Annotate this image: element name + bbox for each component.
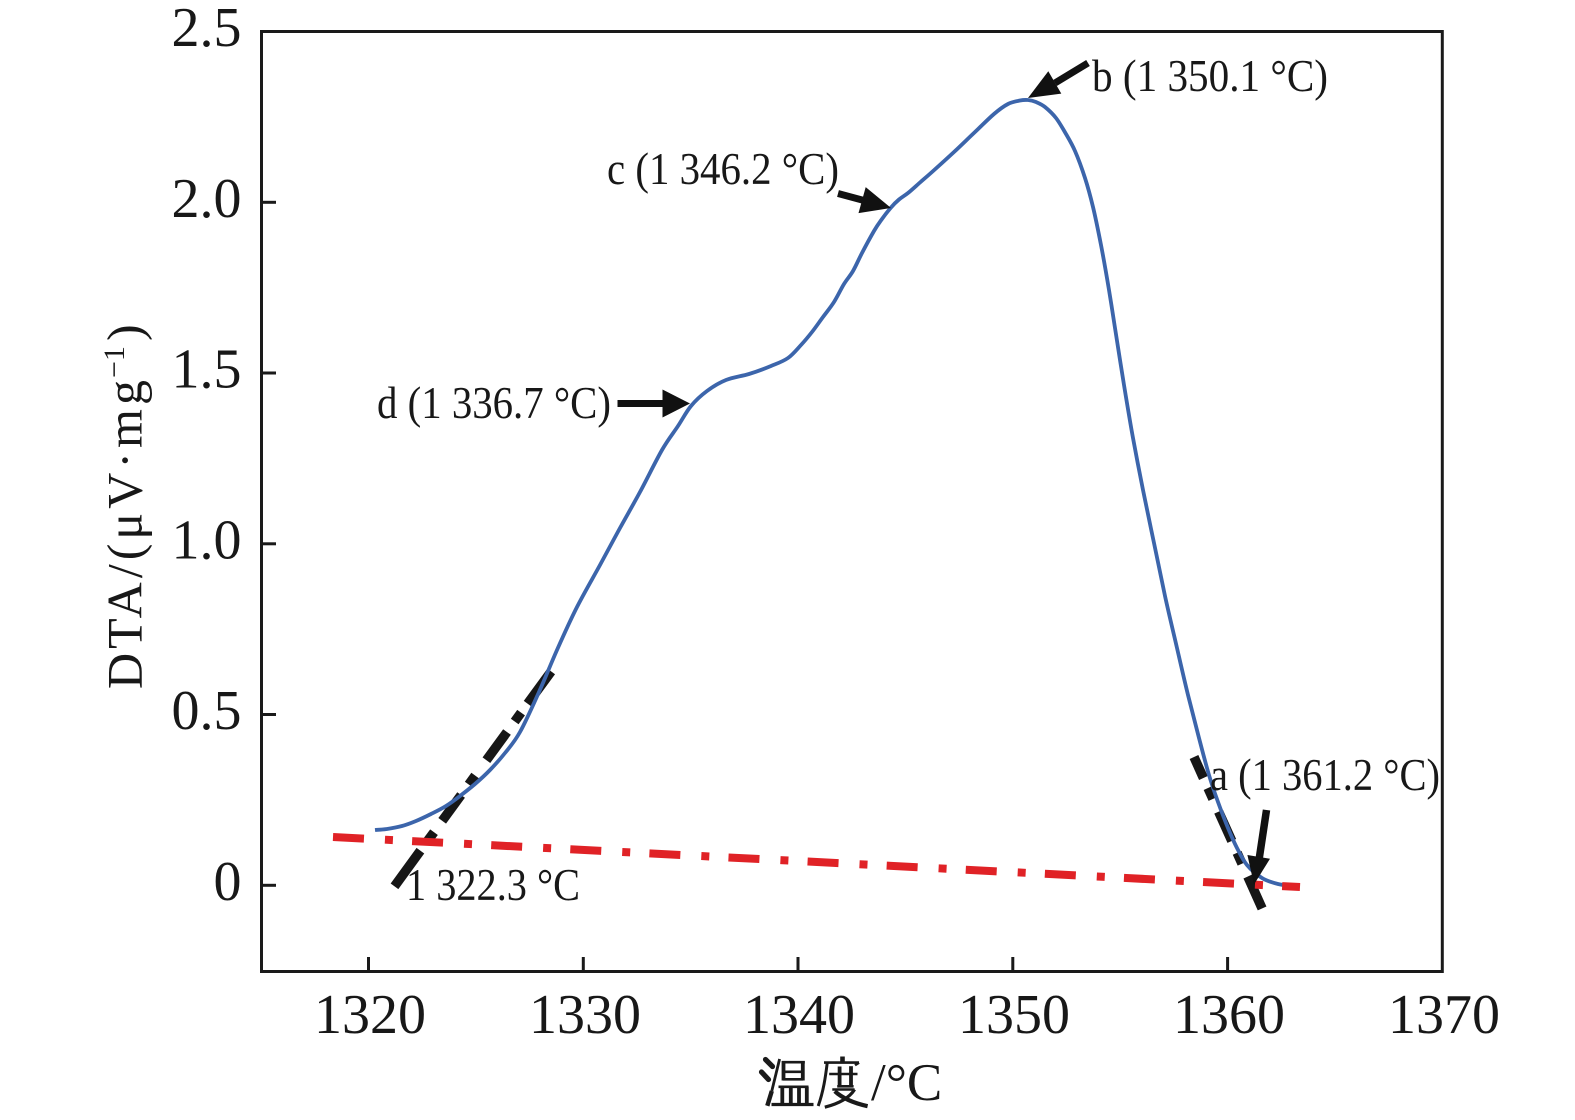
svg-text:2.5: 2.5 xyxy=(172,0,242,59)
svg-text:1370: 1370 xyxy=(1388,984,1500,1046)
svg-text:1.0: 1.0 xyxy=(172,510,242,572)
svg-text:1350: 1350 xyxy=(958,984,1070,1046)
svg-text:1320: 1320 xyxy=(314,984,426,1046)
svg-text:/°C: /°C xyxy=(871,1054,942,1112)
svg-text:1340: 1340 xyxy=(743,984,855,1046)
svg-text:0.5: 0.5 xyxy=(172,680,242,742)
svg-text:1360: 1360 xyxy=(1173,984,1285,1046)
svg-text:d (1 336.7 °C): d (1 336.7 °C) xyxy=(377,378,611,428)
svg-text:−1: −1 xyxy=(98,346,131,378)
svg-text:1 322.3 °C: 1 322.3 °C xyxy=(406,860,580,910)
svg-text:c (1 346.2 °C): c (1 346.2 °C) xyxy=(607,144,839,194)
svg-text:1.5: 1.5 xyxy=(172,339,242,401)
svg-text:0: 0 xyxy=(214,851,242,913)
svg-text:a (1 361.2 °C): a (1 361.2 °C) xyxy=(1210,750,1440,800)
svg-text:b (1 350.1 °C): b (1 350.1 °C) xyxy=(1092,51,1328,101)
svg-text:): ) xyxy=(97,324,153,341)
svg-text:DTA/(μV·mg: DTA/(μV·mg xyxy=(97,380,153,689)
svg-text:1330: 1330 xyxy=(529,984,641,1046)
svg-text:2.0: 2.0 xyxy=(172,168,242,230)
